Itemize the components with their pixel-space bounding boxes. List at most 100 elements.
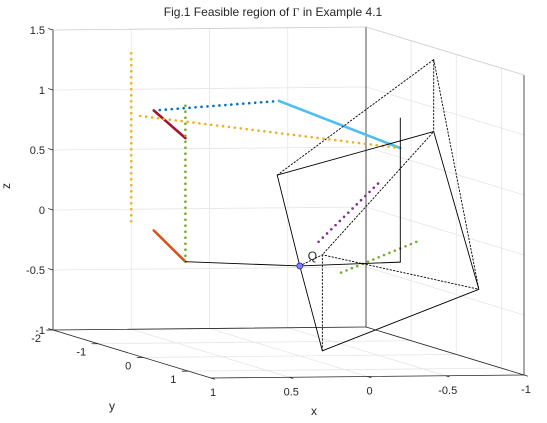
data-point (239, 127, 243, 130)
data-point (156, 116, 160, 120)
data-point (129, 153, 133, 157)
y-tick-label: 0 (125, 360, 131, 372)
data-point (292, 133, 296, 137)
data-point (322, 137, 325, 140)
data-point (339, 139, 343, 143)
data-point (129, 75, 133, 79)
data-point (368, 190, 371, 194)
data-point (184, 176, 187, 180)
data-point (188, 106, 191, 110)
series-line (433, 59, 480, 290)
data-point (393, 249, 397, 252)
data-point (388, 251, 391, 255)
data-point (186, 120, 189, 124)
y-tick-label: -1 (76, 347, 86, 359)
z-tick-label: -0.5 (26, 265, 45, 277)
data-point (129, 123, 133, 127)
data-point (164, 108, 168, 111)
box-edge (52, 26, 367, 31)
data-point (129, 51, 133, 55)
data-point (212, 104, 215, 108)
data-point (174, 119, 178, 122)
data-point (129, 201, 133, 205)
data-point (382, 253, 386, 257)
data-point (129, 117, 133, 121)
data-point (209, 123, 213, 127)
data-point (259, 100, 263, 104)
series-10 (299, 261, 401, 267)
data-point (328, 138, 331, 141)
data-point (347, 211, 350, 214)
chart-title: Fig.1 Feasible region of Γ in Example 4.… (164, 5, 383, 19)
data-point (387, 145, 390, 148)
x-tick-mark (445, 375, 450, 378)
data-point (342, 215, 346, 219)
series-line (299, 261, 401, 267)
data-point (184, 110, 187, 114)
series-15 (276, 59, 435, 176)
data-point (393, 146, 396, 149)
y-tick-label: 1 (170, 374, 176, 386)
grid-line (287, 327, 447, 377)
data-point (357, 141, 361, 145)
axes-box (46, 26, 529, 380)
x-axis-label: x (311, 404, 317, 418)
data-point (129, 93, 133, 97)
z-tick-label: 0 (39, 205, 45, 217)
data-point (129, 69, 133, 73)
data-point (129, 63, 133, 67)
data-point (129, 141, 133, 145)
data-point (200, 105, 203, 109)
data-point (218, 104, 221, 107)
series-line (184, 261, 301, 267)
series-line (277, 99, 402, 150)
data-point (206, 105, 209, 108)
series-line (152, 109, 187, 140)
series-line (152, 229, 187, 264)
data-point (409, 242, 413, 246)
data-point (184, 212, 187, 216)
axis-line (365, 326, 525, 376)
data-point (184, 104, 187, 108)
point-q-marker (296, 262, 304, 270)
x-tick-mark (367, 376, 372, 378)
x-tick-mark (210, 377, 216, 380)
grid-line (365, 266, 525, 316)
data-point (286, 132, 290, 136)
data-point (129, 213, 133, 217)
data-point (404, 244, 407, 248)
data-point (184, 170, 187, 174)
data-point (184, 188, 187, 192)
box-edge (365, 26, 525, 76)
data-point (184, 134, 187, 138)
point-label-q: Q (308, 249, 317, 263)
data-point (129, 159, 133, 163)
data-point (363, 142, 367, 146)
x-tick-label: -0.5 (438, 385, 457, 397)
data-point (257, 129, 260, 132)
series-13 (299, 254, 480, 290)
data-point (184, 152, 187, 156)
data-point (129, 57, 133, 61)
data-point (372, 186, 376, 190)
data-point (414, 240, 418, 244)
y-axis-label: y (109, 399, 115, 413)
data-point (129, 165, 133, 169)
data-point (265, 100, 269, 104)
data-point (129, 207, 133, 211)
grid-line (142, 354, 457, 358)
series-line (299, 254, 480, 290)
data-point (184, 158, 187, 162)
grid-line (188, 367, 502, 372)
data-point (321, 236, 325, 239)
x-tick-label: 1 (210, 387, 216, 399)
data-point (184, 116, 187, 120)
data-point (184, 122, 187, 126)
data-point (351, 140, 355, 144)
data-point (129, 105, 133, 109)
data-point (184, 254, 187, 258)
series-line (276, 59, 435, 176)
data-point (253, 101, 257, 105)
data-point (310, 135, 313, 139)
z-tick-label: 1 (39, 85, 45, 97)
